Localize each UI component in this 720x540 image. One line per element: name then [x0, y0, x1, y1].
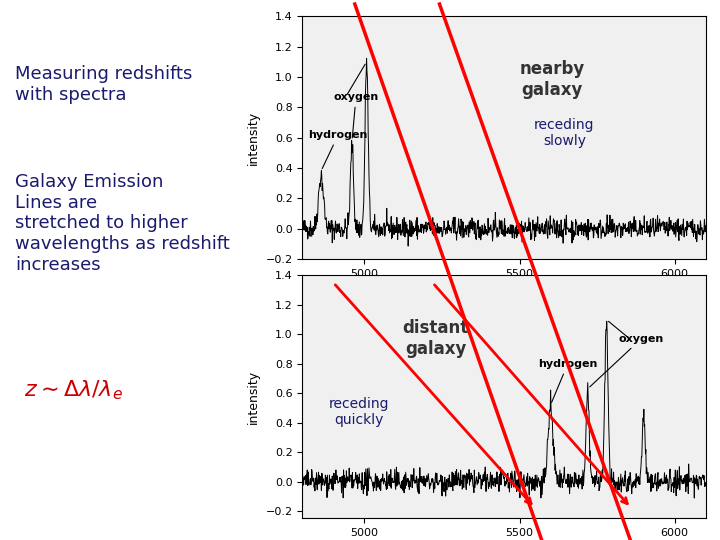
Text: hydrogen: hydrogen: [538, 359, 598, 402]
Text: $z \sim \Delta\lambda/\lambda_e$: $z \sim \Delta\lambda/\lambda_e$: [24, 378, 123, 402]
Text: oxygen: oxygen: [590, 334, 664, 387]
Text: distant
galaxy: distant galaxy: [402, 319, 469, 358]
Text: hydrogen: hydrogen: [309, 130, 368, 168]
Text: Measuring redshifts
with spectra: Measuring redshifts with spectra: [15, 65, 192, 104]
X-axis label: wavelength (in angstroms): wavelength (in angstroms): [429, 285, 579, 294]
Y-axis label: intensity: intensity: [247, 370, 260, 424]
Y-axis label: intensity: intensity: [247, 111, 260, 165]
Text: receding
slowly: receding slowly: [534, 118, 595, 149]
Text: Galaxy Emission
Lines are
stretched to higher
wavelengths as redshift
increases: Galaxy Emission Lines are stretched to h…: [15, 173, 230, 274]
Text: nearby
galaxy: nearby galaxy: [520, 60, 585, 99]
Text: oxygen: oxygen: [333, 92, 379, 138]
Text: receding
quickly: receding quickly: [328, 397, 389, 427]
